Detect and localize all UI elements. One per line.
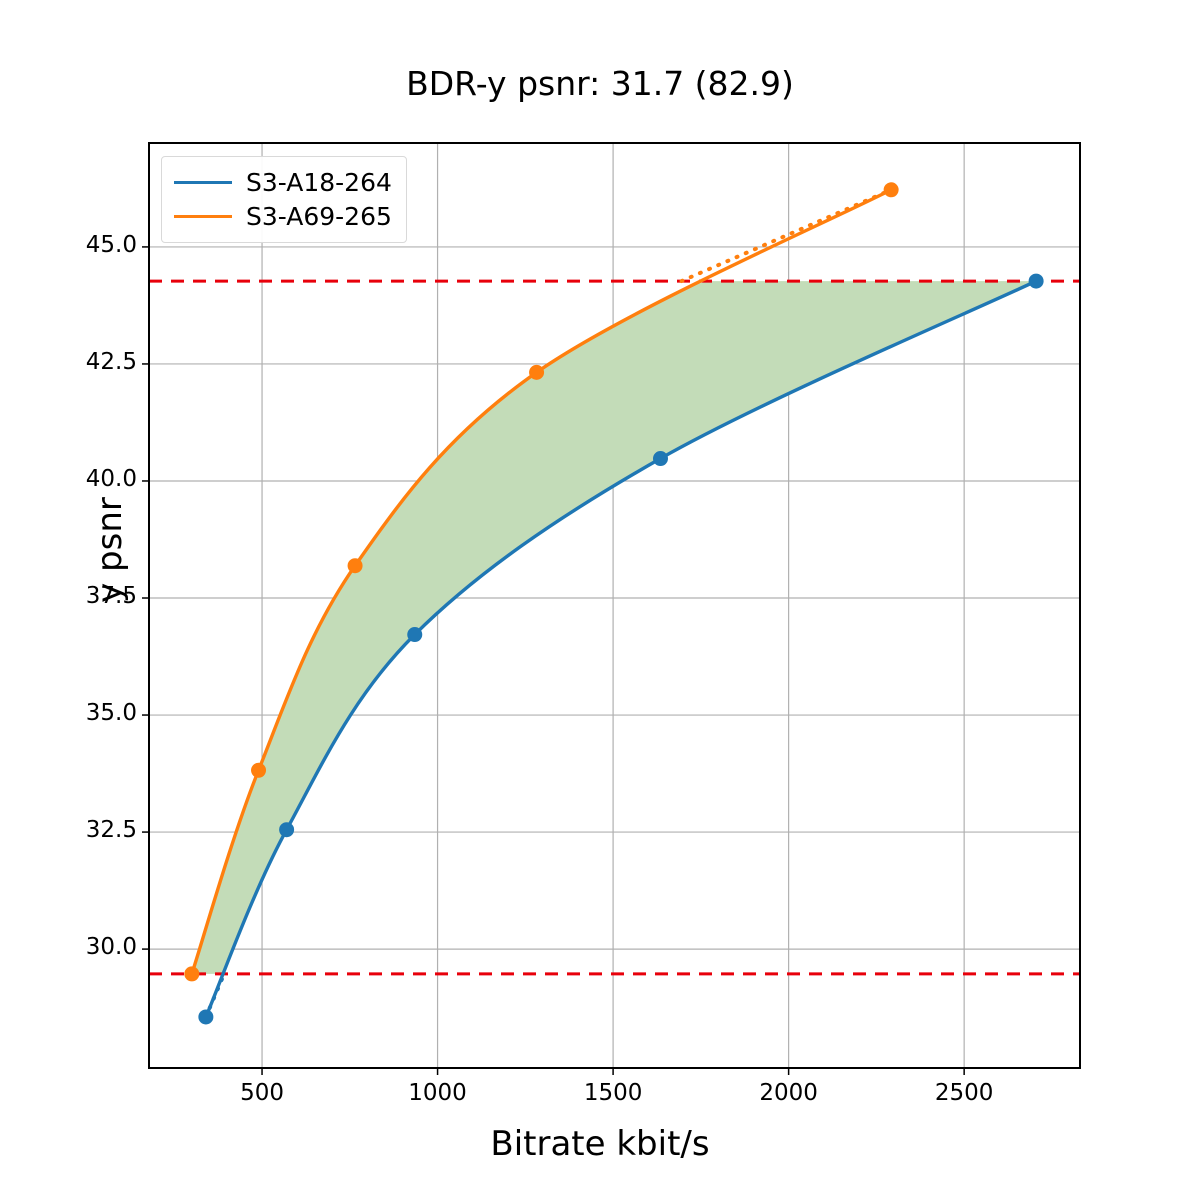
legend-line-swatch-0 (174, 180, 232, 184)
y-tick-label: 32.5 (85, 817, 137, 844)
legend-line-swatch-1 (174, 214, 232, 218)
legend-item-1[interactable]: S3-A69-265 (174, 199, 392, 233)
legend-label-0: S3-A18-264 (246, 167, 392, 197)
y-tick-label: 30.0 (85, 934, 137, 961)
legend[interactable]: S3-A18-264 S3-A69-265 (161, 156, 407, 243)
y-tick-label: 42.5 (85, 348, 137, 375)
bd-rate-fill-region (191, 281, 1037, 974)
x-tick-label: 1500 (583, 1080, 643, 1106)
x-axis-label: Bitrate kbit/s (490, 1124, 710, 1164)
x-tick-label: 1000 (408, 1080, 467, 1106)
legend-item-0[interactable]: S3-A18-264 (174, 165, 392, 199)
y-tick-label: 40.0 (85, 465, 137, 492)
x-tick-label: 2000 (759, 1080, 818, 1106)
y-tick-label: 35.0 (85, 700, 137, 727)
tick-marks (142, 246, 965, 1075)
legend-label-1: S3-A69-265 (246, 201, 392, 231)
x-tick-label: 500 (240, 1080, 284, 1106)
y-tick-label: 45.0 (85, 231, 137, 258)
plot-frame (148, 142, 1081, 1069)
chart-title: BDR-y psnr: 31.7 (82.9) (406, 64, 794, 103)
series-markers (184, 182, 1044, 1025)
reference-lines (149, 279, 1080, 976)
y-axis-label: y psnr (90, 497, 130, 603)
series-lines (190, 187, 1038, 1019)
y-tick-label: 37.5 (85, 583, 137, 609)
x-tick-label: 2500 (934, 1080, 994, 1106)
